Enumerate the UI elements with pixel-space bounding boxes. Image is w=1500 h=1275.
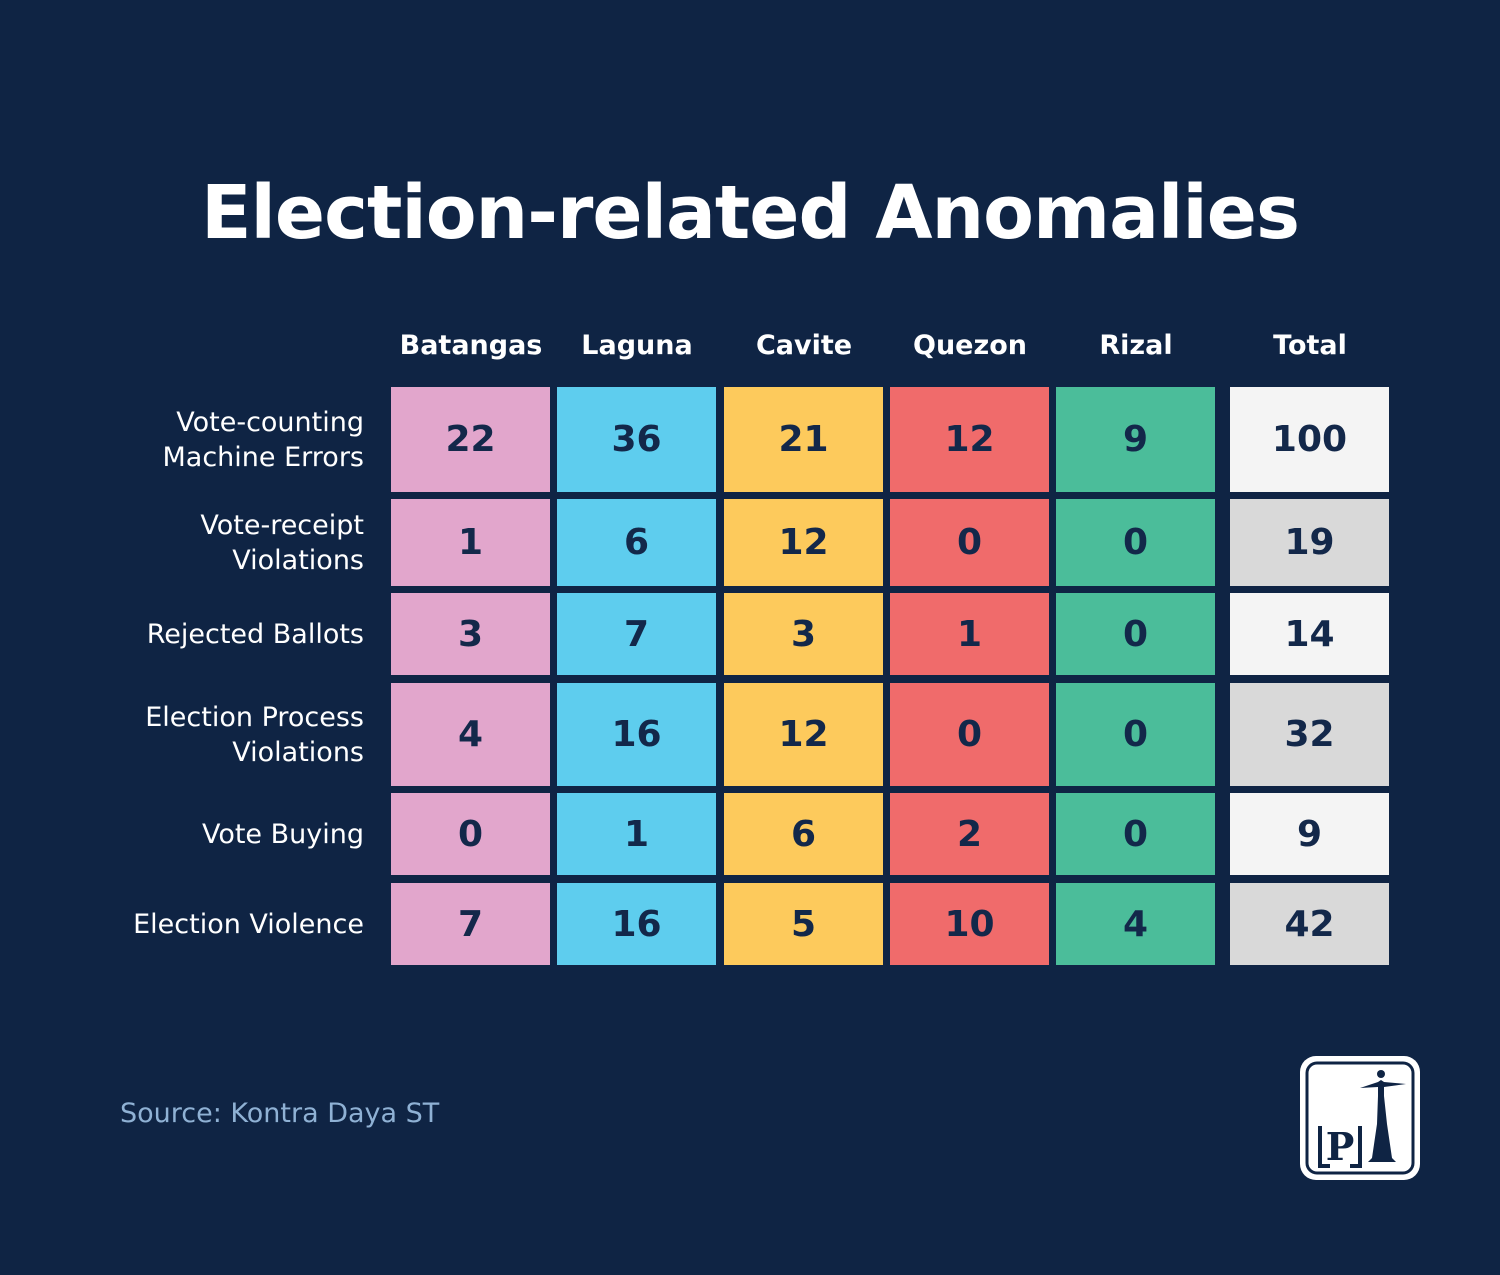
column-header-quezon: Quezon — [913, 330, 1027, 361]
row-label: Vote-receipt Violations — [60, 499, 364, 586]
value-cell: 1 — [391, 499, 550, 586]
p-monument-logo-icon: P — [1300, 1056, 1420, 1180]
value-cell: 2 — [890, 793, 1049, 875]
value-cell: 0 — [890, 499, 1049, 586]
value-cell: 10 — [890, 883, 1049, 965]
chart-title: Election-related Anomalies — [200, 170, 1300, 256]
value-cell: 4 — [1056, 883, 1215, 965]
value-cell: 6 — [724, 793, 883, 875]
value-cell: 4 — [391, 683, 550, 786]
value-cell: 3 — [391, 593, 550, 675]
value-cell: 21 — [724, 387, 883, 492]
value-cell: 1 — [890, 593, 1049, 675]
value-cell: 0 — [1056, 683, 1215, 786]
row-label: Vote-counting Machine Errors — [60, 387, 365, 492]
value-cell: 12 — [724, 499, 883, 586]
value-cell: 22 — [391, 387, 550, 492]
source-note: Source: Kontra Daya ST — [120, 1098, 440, 1129]
total-cell: 100 — [1230, 387, 1389, 492]
value-cell: 5 — [724, 883, 883, 965]
value-cell: 7 — [557, 593, 716, 675]
row-label-text: Vote-receipt Violations — [200, 509, 364, 576]
value-cell: 0 — [391, 793, 550, 875]
column-header-laguna: Laguna — [581, 330, 693, 361]
value-cell: 16 — [557, 683, 716, 786]
row-label: Election Violence — [60, 883, 364, 965]
row-label-text: Vote-counting Machine Errors — [162, 406, 365, 473]
total-cell: 14 — [1230, 593, 1389, 675]
value-cell: 6 — [557, 499, 716, 586]
value-cell: 3 — [724, 593, 883, 675]
anomalies-table: Batangas Laguna Cavite Quezon Rizal Total Vote… — [60, 330, 1389, 965]
value-cell: 0 — [1056, 793, 1215, 875]
value-cell: 1 — [557, 793, 716, 875]
value-cell: 0 — [1056, 593, 1215, 675]
column-header-rizal: Rizal — [1099, 330, 1173, 361]
row-label: Vote Buying — [60, 793, 364, 875]
row-label-text: Vote Buying — [201, 818, 364, 850]
value-cell: 0 — [1056, 499, 1215, 586]
total-cell: 9 — [1230, 793, 1389, 875]
column-header-batangas: Batangas — [399, 330, 543, 361]
total-cell: 19 — [1230, 499, 1389, 586]
row-label-text: Rejected Ballots — [146, 618, 364, 650]
value-cell: 36 — [557, 387, 716, 492]
total-cell: 32 — [1230, 683, 1389, 786]
row-label: Election Process Violations — [60, 683, 364, 786]
row-label-text: Election Violence — [133, 908, 364, 940]
column-header-total: Total — [1273, 330, 1347, 361]
row-label-text: Election Process Violations — [145, 701, 364, 768]
value-cell: 12 — [724, 683, 883, 786]
svg-text:P: P — [1326, 1124, 1355, 1169]
value-cell: 0 — [890, 683, 1049, 786]
value-cell: 16 — [557, 883, 716, 965]
value-cell: 12 — [890, 387, 1049, 492]
column-header-cavite: Cavite — [755, 330, 853, 361]
value-cell: 9 — [1056, 387, 1215, 492]
total-cell: 42 — [1230, 883, 1389, 965]
row-label: Rejected Ballots — [60, 593, 364, 675]
value-cell: 7 — [391, 883, 550, 965]
